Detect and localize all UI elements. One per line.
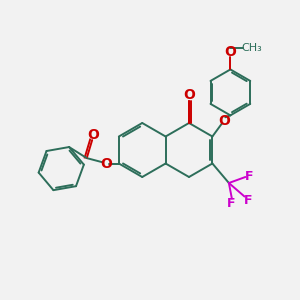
- Text: F: F: [227, 197, 236, 210]
- Text: O: O: [183, 88, 195, 102]
- Text: O: O: [224, 45, 236, 59]
- Text: O: O: [218, 114, 230, 128]
- Text: F: F: [244, 194, 253, 207]
- Text: F: F: [245, 170, 254, 184]
- Text: O: O: [100, 157, 112, 170]
- Text: CH₃: CH₃: [242, 43, 262, 53]
- Text: O: O: [88, 128, 100, 142]
